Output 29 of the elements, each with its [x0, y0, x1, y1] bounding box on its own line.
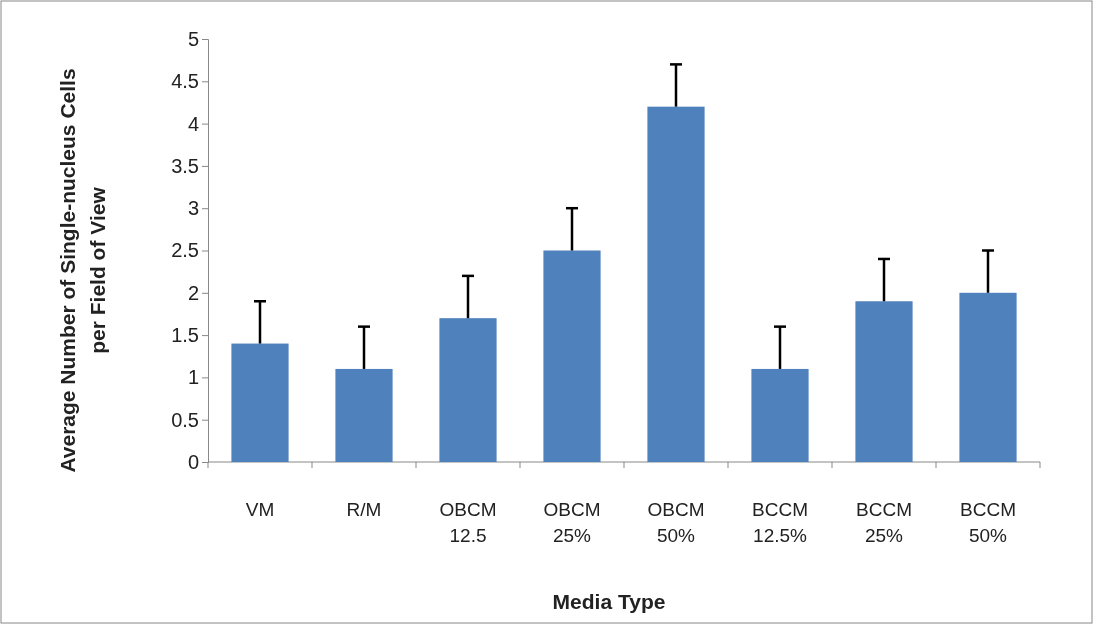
- bar: [335, 368, 393, 462]
- x-tick-label: OBCM 12.5: [439, 499, 497, 546]
- x-tick-label: OBCM 50%: [647, 499, 705, 546]
- y-tick-label: 3: [187, 197, 199, 220]
- y-tick-label: 4: [187, 112, 199, 135]
- x-tick-label: VM: [245, 499, 275, 520]
- x-tick-label: BCCM 50%: [960, 499, 1016, 546]
- y-tick-label: 0: [187, 450, 199, 473]
- y-tick-label: 4.5: [171, 70, 199, 93]
- x-tick-label: R/M: [346, 499, 382, 520]
- y-tick-label: 3.5: [171, 154, 199, 177]
- y-tick-label: 1.5: [171, 324, 199, 346]
- y-axis-title: Average Number of Single-nucleus Cells per Field of View: [56, 68, 109, 473]
- bar: [439, 318, 497, 462]
- y-tick-label: 2.5: [171, 239, 199, 262]
- bar: [751, 368, 809, 462]
- x-tick-label: OBCM 25%: [543, 499, 601, 546]
- x-tick-label: BCCM 25%: [856, 499, 912, 546]
- x-tick-label: BCCM 12.5%: [752, 499, 808, 546]
- y-tick-label: 0.5: [171, 408, 199, 431]
- y-tick-label: 5: [187, 27, 199, 50]
- bar: [647, 106, 705, 462]
- y-tick-label: 2: [187, 281, 199, 304]
- bar: [543, 250, 601, 462]
- y-tick-label: 1: [187, 366, 199, 389]
- x-axis-title: Media Type: [552, 590, 666, 613]
- bar: [959, 292, 1017, 462]
- bar: [855, 301, 913, 462]
- bar: [231, 343, 289, 462]
